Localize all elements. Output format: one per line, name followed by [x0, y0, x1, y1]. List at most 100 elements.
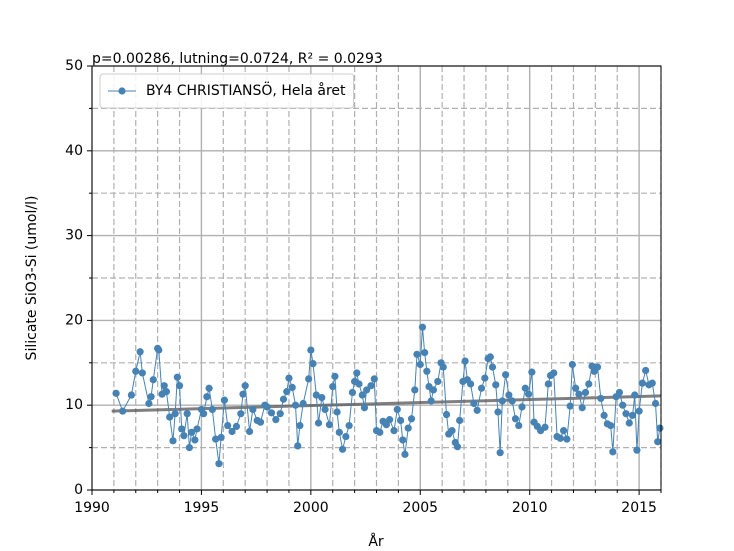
data-point — [112, 389, 120, 397]
data-point — [382, 421, 390, 429]
data-point — [200, 410, 208, 418]
data-point — [390, 427, 398, 435]
data-point — [183, 410, 191, 418]
data-point — [439, 363, 447, 371]
x-tick-label: 1990 — [74, 500, 110, 516]
data-point — [515, 421, 523, 430]
data-point — [401, 450, 409, 458]
data-point — [132, 367, 140, 375]
data-point — [245, 427, 254, 436]
data-point — [237, 410, 245, 418]
data-point — [305, 375, 313, 383]
data-point — [136, 348, 144, 356]
legend-marker — [118, 87, 126, 95]
data-point — [496, 449, 504, 457]
y-axis-label: Silicate SiO3-Si (umol/l) — [24, 196, 40, 361]
data-point — [615, 388, 624, 397]
data-point — [413, 350, 421, 358]
data-point — [544, 380, 552, 388]
data-point — [477, 384, 486, 392]
data-point — [149, 376, 157, 384]
data-point — [572, 384, 580, 392]
data-point — [175, 382, 184, 390]
data-point — [160, 382, 168, 390]
data-point — [651, 399, 660, 408]
data-point — [393, 405, 401, 414]
data-point — [355, 380, 363, 388]
data-point — [578, 404, 586, 412]
data-point — [205, 384, 213, 392]
x-tick-label: 2015 — [621, 500, 657, 516]
data-point — [309, 360, 317, 368]
data-point — [294, 442, 302, 450]
data-point — [178, 425, 186, 433]
data-point — [267, 409, 276, 417]
data-point — [473, 406, 481, 414]
data-point — [416, 360, 424, 369]
data-point — [568, 360, 576, 369]
data-point — [312, 391, 320, 399]
data-point — [256, 418, 265, 426]
x-axis-label: År — [368, 533, 384, 550]
data-point — [138, 369, 146, 377]
data-point — [638, 379, 646, 387]
data-point — [607, 421, 615, 430]
data-point — [642, 366, 650, 375]
data-point — [296, 421, 304, 430]
data-point — [249, 405, 257, 414]
data-point — [232, 422, 241, 430]
data-point — [228, 427, 236, 436]
y-tick-label: 10 — [65, 397, 83, 413]
data-point — [625, 419, 633, 427]
data-point — [524, 390, 533, 398]
data-point — [171, 410, 179, 418]
chart-title: p=0.00286, lutning=0.0724, R² = 0.0293 — [92, 51, 383, 67]
data-point — [180, 432, 188, 440]
data-point — [518, 403, 526, 411]
data-point — [386, 416, 394, 424]
data-point — [338, 445, 347, 453]
data-point — [193, 425, 201, 433]
data-point — [648, 379, 656, 387]
data-point — [575, 390, 583, 398]
data-point — [272, 416, 280, 424]
data-point — [360, 404, 369, 412]
data-point — [283, 388, 291, 396]
data-point — [162, 388, 171, 396]
data-point — [203, 393, 211, 401]
data-point — [609, 448, 617, 456]
data-point — [421, 349, 429, 357]
data-point — [276, 410, 284, 418]
data-point — [633, 446, 641, 454]
data-point — [404, 424, 412, 432]
data-point — [119, 407, 127, 415]
data-point — [434, 377, 442, 386]
data-point — [331, 372, 339, 380]
data-point — [325, 421, 334, 429]
legend: BY4 CHRISTIANSÖ, Hela året — [99, 73, 355, 109]
data-point — [239, 390, 247, 398]
data-point — [191, 436, 199, 444]
data-point — [155, 346, 163, 354]
data-point — [528, 368, 536, 376]
y-tick-label: 50 — [65, 58, 83, 74]
data-point — [418, 323, 427, 331]
data-point — [367, 382, 375, 390]
data-point — [429, 386, 437, 394]
data-point — [600, 411, 608, 419]
y-tick-label: 0 — [74, 482, 83, 498]
data-point — [348, 388, 357, 397]
data-point — [505, 391, 513, 399]
data-point — [556, 434, 564, 442]
data-point — [147, 393, 155, 401]
legend-box — [99, 73, 355, 109]
data-point — [593, 363, 602, 371]
y-tick-label: 20 — [65, 312, 83, 328]
data-point — [345, 421, 353, 430]
data-point — [241, 382, 249, 390]
data-point — [173, 373, 181, 381]
data-point — [220, 396, 229, 404]
data-point — [521, 384, 529, 392]
data-point — [407, 415, 416, 423]
data-point — [187, 428, 196, 436]
